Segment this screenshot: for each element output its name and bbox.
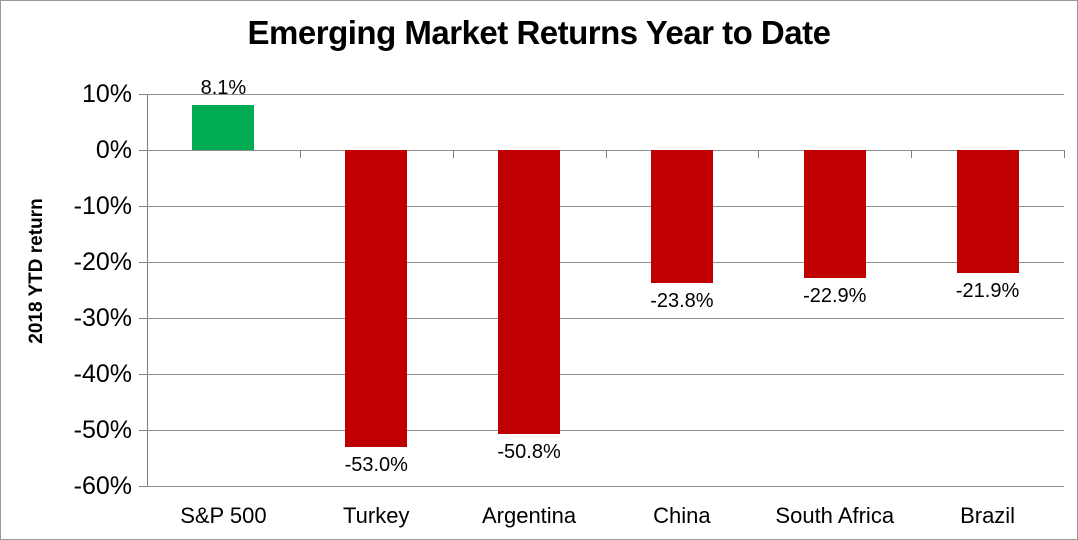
data-label-china: -23.8% [650,290,714,313]
y-axis-tick [139,374,147,375]
category-label-brazil: Brazil [960,503,1016,528]
x-axis-tick [300,150,301,158]
bar-south-africa [803,150,866,279]
x-axis-tick [911,150,912,158]
gridline [147,262,1064,263]
gridline [147,374,1064,375]
bar-s-p-500 [192,104,255,150]
x-axis-tick [758,150,759,158]
y-axis-tick [139,262,147,263]
gridline [147,430,1064,431]
category-label-s-p-500: S&P 500 [180,503,267,528]
x-axis-tick [147,150,148,158]
y-axis-line [147,94,148,486]
bar-argentina [498,150,561,435]
y-axis-tick [139,430,147,431]
data-label-turkey: -53.0% [344,453,408,476]
category-label-south-africa: South Africa [775,503,895,528]
category-label-argentina: Argentina [481,503,577,528]
category-label-china: China [653,503,711,528]
y-axis-tick [139,318,147,319]
y-tick-label: 10% [81,80,132,108]
category-label-turkey: Turkey [343,503,410,528]
y-tick-label: -50% [73,416,132,444]
gridline [147,486,1064,487]
data-label-s-p-500: 8.1% [200,76,247,99]
gridline [147,150,1064,151]
y-axis-tick [139,486,147,487]
gridline [147,94,1064,95]
bar-brazil [956,150,1019,273]
data-label-argentina: -50.8% [497,441,561,464]
gridline [147,318,1064,319]
chart-title: Emerging Market Returns Year to Date [247,14,831,51]
x-axis-tick [453,150,454,158]
y-tick-label: -40% [73,360,132,388]
y-axis-tick [139,94,147,95]
y-tick-label: -10% [73,192,132,220]
y-axis-tick [139,150,147,151]
y-tick-label: -20% [73,248,132,276]
data-label-south-africa: -22.9% [803,285,867,308]
y-axis-tick [139,206,147,207]
y-tick-label: -30% [73,304,132,332]
data-label-brazil: -21.9% [955,279,1020,302]
bar-china [650,150,713,284]
y-tick-label: -60% [73,472,132,500]
gridline [147,206,1064,207]
y-tick-label: 0% [95,136,132,164]
x-axis-tick [1064,150,1065,158]
bar-turkey [345,150,408,447]
x-axis-tick [606,150,607,158]
